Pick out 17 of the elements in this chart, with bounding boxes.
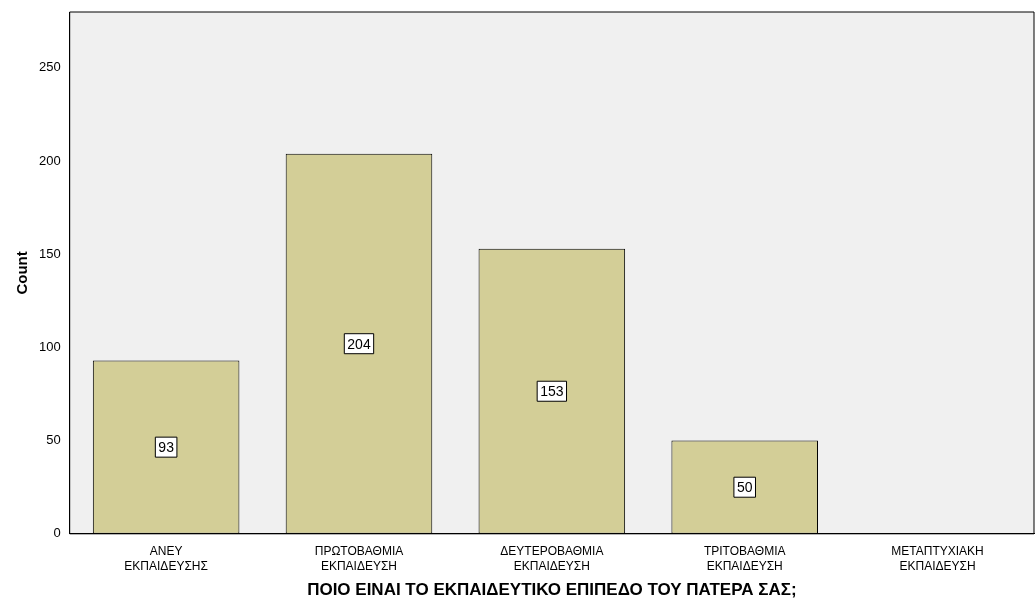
x-tick-label: ΤΡΙΤΟΒΑΘΜΙΑ ΕΚΠΑΙΔΕΥΣΗ	[703, 544, 786, 573]
y-tick-label: 250	[38, 59, 61, 75]
y-tick-label: 150	[38, 245, 61, 261]
x-tick-label: ΔΕΥΤΕΡΟΒΑΘΜΙΑ ΕΚΠΑΙΔΕΥΣΗ	[500, 544, 604, 573]
y-axis-title: Count	[13, 251, 31, 295]
x-tick-label: ΑΝΕΥ ΕΚΠΑΙΔΕΥΣΗΣ	[124, 544, 208, 573]
y-tick-label: 50	[46, 432, 61, 448]
data-label: 153	[540, 383, 564, 400]
data-label: 50	[736, 479, 753, 496]
x-axis-title: ΠΟΙΟ ΕΙΝΑΙ ΤΟ ΕΚΠΑΙΔΕΥΤΙΚΟ ΕΠΙΠΕΔΟ ΤΟΥ ΠΑΤΕΡΑ ΣΑΣ;	[307, 580, 797, 600]
y-tick-label: 100	[38, 339, 61, 355]
data-label: 93	[158, 439, 175, 455]
x-tick-label: ΜΕΤΑΠΤΥΧΙΑΚΗ ΕΚΠΑΙΔΕΥΣΗ	[891, 544, 984, 573]
y-tick-label: 200	[38, 152, 61, 168]
y-tick-label: 0	[53, 525, 61, 541]
x-tick-label: ΠΡΩΤΟΒΑΘΜΙΑ ΕΚΠΑΙΔΕΥΣΗ	[314, 544, 404, 573]
data-label: 204	[347, 335, 371, 352]
